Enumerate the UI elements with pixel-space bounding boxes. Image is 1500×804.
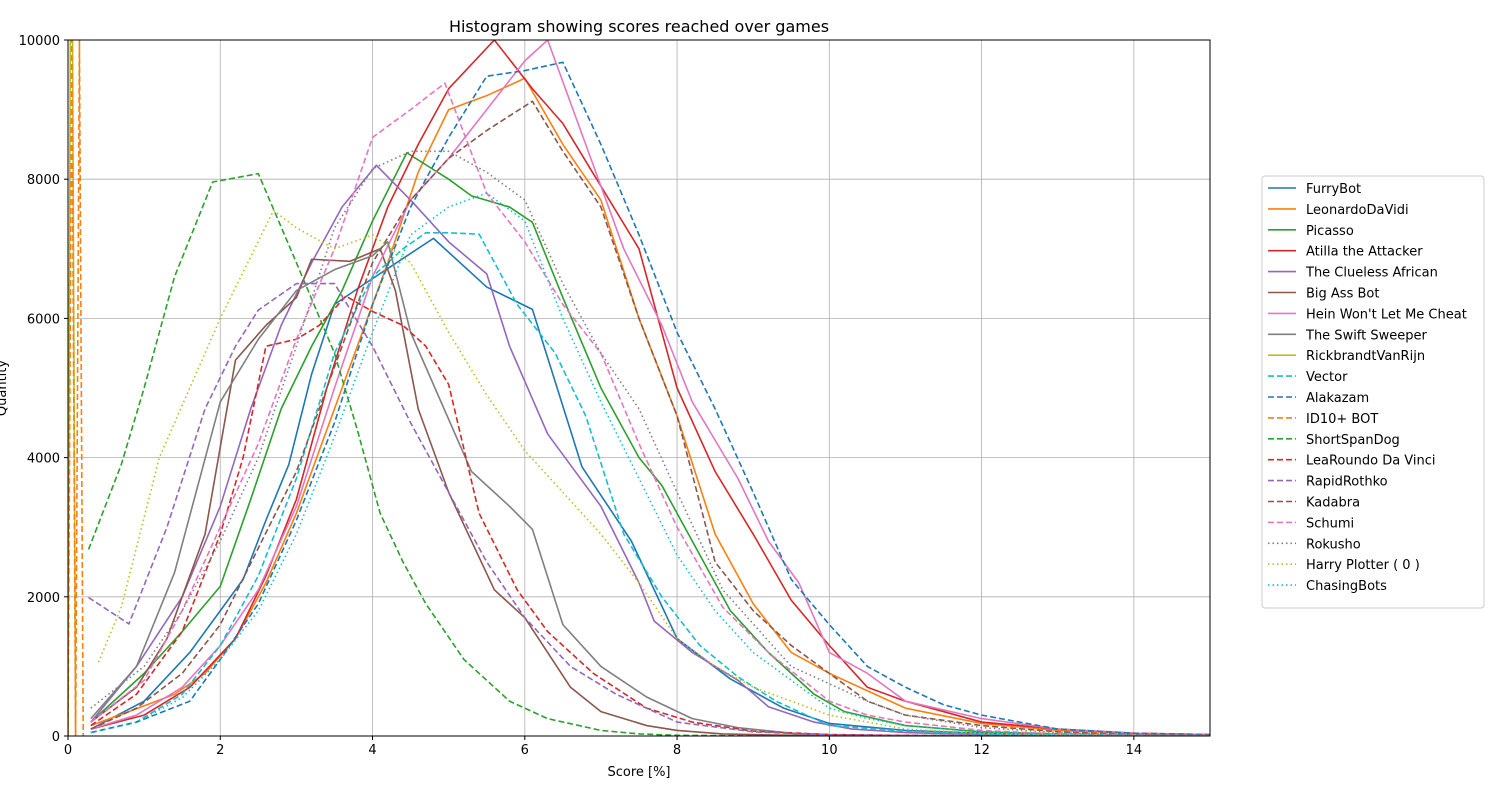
series-line-12 — [87, 172, 1210, 736]
legend-label: ID10+ BOT — [1306, 412, 1378, 427]
chart-title: Histogram showing scores reached over ga… — [449, 17, 829, 36]
series-line-10 — [90, 61, 1210, 736]
y-tick-label: 8000 — [27, 173, 60, 188]
legend-label: Rokusho — [1306, 537, 1361, 552]
series-line-14 — [88, 282, 1210, 736]
legend-label: Picasso — [1306, 224, 1354, 239]
legend-label: Big Ass Bot — [1306, 287, 1379, 302]
legend-label: Kadabra — [1306, 496, 1360, 511]
x-tick-label: 10 — [821, 743, 838, 758]
series-line-18 — [97, 209, 1210, 736]
series-line-19 — [90, 192, 1210, 736]
series-line-6 — [90, 40, 1210, 736]
x-tick-label: 2 — [216, 743, 224, 758]
legend-label: Atilla the Attacker — [1306, 245, 1423, 260]
legend: FurryBot LeonardoDaVidi Picasso Atilla the … — [1261, 175, 1485, 609]
series-line-4 — [90, 164, 1210, 736]
series-line-5 — [90, 248, 1210, 736]
legend-label: The Swift Sweeper — [1305, 328, 1428, 343]
legend-label: LeonardoDaVidi — [1306, 203, 1409, 218]
y-tick-label: 6000 — [27, 312, 60, 327]
legend-label: The Clueless African — [1305, 266, 1438, 281]
legend-label: Harry Plotter ( 0 ) — [1306, 558, 1420, 573]
series-line-15 — [90, 100, 1210, 736]
y-tick-label: 10000 — [19, 34, 60, 49]
legend-label: LeaRoundo Da Vinci — [1306, 454, 1436, 469]
y-axis-label: Quantity — [0, 360, 10, 416]
plot-frame — [67, 39, 1211, 737]
x-tick-label: 6 — [521, 743, 529, 758]
x-tick-label: 14 — [1126, 743, 1143, 758]
series-line-17 — [90, 150, 1210, 736]
series-line-2 — [90, 151, 1210, 736]
series-line-0 — [90, 237, 1210, 736]
legend-label: ShortSpanDog — [1306, 433, 1400, 448]
axes: 0 2 4 6 8 10 12 14 0 2000 4000 6000 8000 10000 — [19, 34, 1211, 758]
y-tick-label: 0 — [52, 730, 60, 745]
series-lines — [68, 40, 1210, 736]
legend-label: FurryBot — [1306, 182, 1361, 197]
series-line-1 — [90, 77, 1210, 736]
legend-label: ChasingBots — [1306, 579, 1387, 594]
legend-label: Hein Won't Let Me Cheat — [1306, 307, 1467, 322]
legend-label: RapidRothko — [1306, 475, 1388, 490]
legend-label: Vector — [1306, 370, 1348, 385]
x-tick-label: 8 — [673, 743, 681, 758]
x-axis-label: Score [%] — [607, 765, 670, 780]
series-line-11 — [68, 40, 85, 736]
x-tick-label: 4 — [368, 743, 376, 758]
series-line-9 — [90, 231, 1210, 736]
series-line-16 — [90, 82, 1210, 736]
y-tick-label: 2000 — [27, 591, 60, 606]
legend-label: Alakazam — [1306, 391, 1369, 406]
legend-label: Schumi — [1306, 516, 1354, 531]
y-tick-label: 4000 — [27, 452, 60, 467]
legend-label: RickbrandtVanRijn — [1306, 349, 1425, 364]
series-line-7 — [90, 241, 1210, 736]
legend-box — [1261, 175, 1485, 609]
x-tick-label: 0 — [64, 743, 72, 758]
series-line-13 — [90, 295, 1210, 736]
x-tick-label: 12 — [973, 743, 990, 758]
